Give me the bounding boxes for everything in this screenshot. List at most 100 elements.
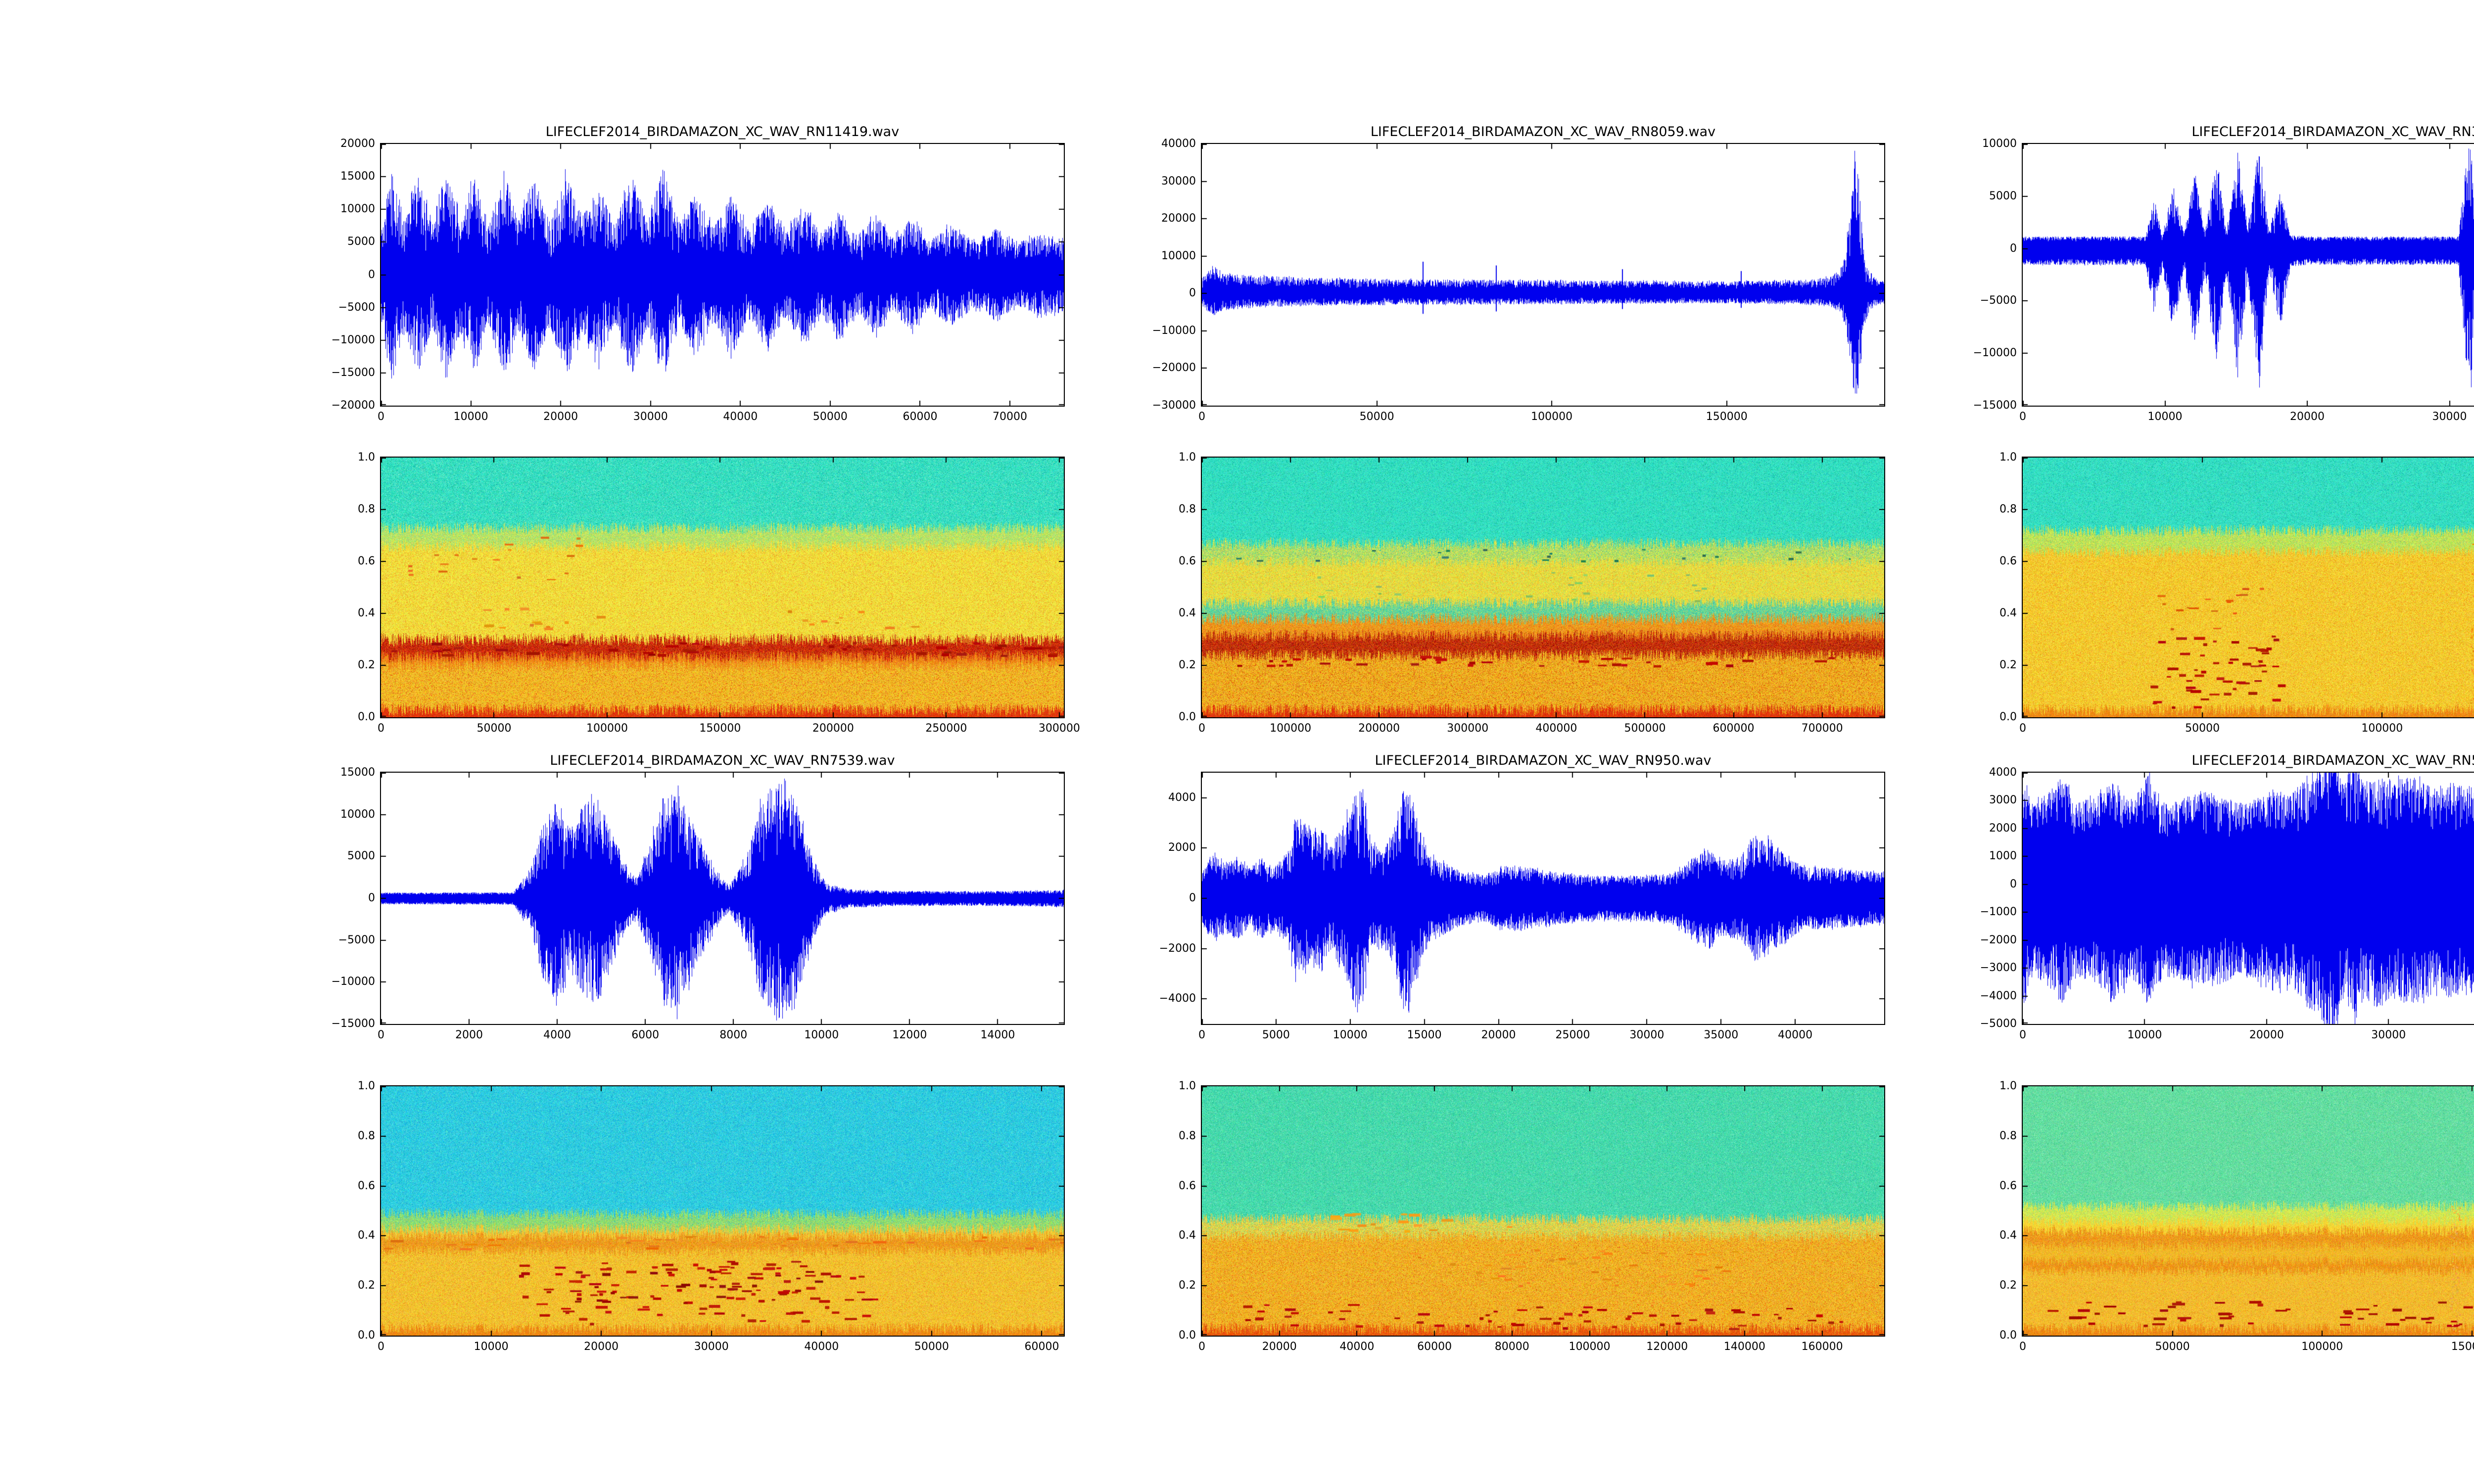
y-tick-label: 2000 [1168, 841, 1196, 854]
x-tick-label: 500000 [1624, 722, 1665, 735]
y-tick-label: 0.8 [1179, 503, 1196, 515]
y-tick-label: −5000 [338, 301, 375, 314]
x-tick-label: 6000 [631, 1029, 659, 1041]
waveform-canvas [1202, 773, 1884, 1024]
y-tick-label: 15000 [340, 170, 375, 183]
y-tick-label: 0 [1189, 892, 1196, 904]
x-tick-label: 15000 [1407, 1029, 1442, 1041]
y-tick-label: 15000 [340, 766, 375, 779]
x-tick-label: 8000 [719, 1029, 747, 1041]
y-tick-label: −10000 [1973, 347, 2017, 359]
y-tick-label: 0 [368, 892, 375, 904]
y-tick-label: 20000 [340, 138, 375, 150]
x-tick-label: 40000 [1339, 1341, 1374, 1353]
x-tick-label: 14000 [980, 1029, 1015, 1041]
x-tick-label: 2000 [455, 1029, 483, 1041]
x-tick-label: 20000 [584, 1341, 618, 1353]
x-tick-label: 60000 [903, 411, 937, 423]
plot-title: LIFECLEF2014_BIRDAMAZON_XC_WAV_RN950.wav [1375, 753, 1711, 768]
y-tick-label: −4000 [1980, 990, 2017, 1002]
y-tick-label: 0 [2010, 878, 2017, 890]
waveform-canvas [2023, 773, 2474, 1024]
x-tick-label: 40000 [723, 411, 758, 423]
x-tick-label: 40000 [1778, 1029, 1812, 1041]
y-tick-label: 0.0 [1999, 711, 2017, 723]
figure: LIFECLEF2014_BIRDAMAZON_XC_WAV_RN11419.w… [0, 0, 2474, 1484]
x-tick-label: 700000 [1802, 722, 1843, 735]
y-tick-label: 5000 [347, 235, 375, 248]
x-tick-label: 0 [378, 722, 384, 735]
y-tick-label: −1000 [1980, 906, 2017, 918]
x-tick-label: 80000 [1495, 1341, 1529, 1353]
y-tick-label: 5000 [1989, 190, 2017, 202]
x-tick-label: 50000 [2185, 722, 2220, 735]
y-tick-label: 0.2 [358, 1279, 375, 1292]
y-tick-label: −20000 [332, 399, 375, 412]
y-tick-label: −5000 [1980, 294, 2017, 307]
y-tick-label: −20000 [1152, 362, 1196, 374]
x-tick-label: 20000 [1481, 1029, 1516, 1041]
y-tick-label: −5000 [1980, 1018, 2017, 1030]
waveform-axes [380, 772, 1065, 1025]
y-tick-label: 2000 [1989, 822, 2017, 835]
x-tick-label: 4000 [543, 1029, 571, 1041]
waveform-axes [1201, 772, 1885, 1025]
x-tick-label: 0 [378, 1341, 384, 1353]
waveform-canvas [2023, 144, 2474, 406]
x-tick-label: 20000 [543, 411, 578, 423]
y-tick-label: 0.2 [1999, 1279, 2017, 1292]
x-tick-label: 50000 [476, 722, 511, 735]
y-tick-label: 1.0 [358, 451, 375, 464]
y-tick-label: 3000 [1989, 794, 2017, 806]
x-tick-label: 100000 [586, 722, 628, 735]
x-tick-label: 600000 [1713, 722, 1755, 735]
x-tick-label: 0 [2019, 1341, 2026, 1353]
spectrogram-canvas [2023, 458, 2474, 717]
y-tick-label: 0 [1189, 287, 1196, 299]
y-tick-label: 0.6 [1999, 1180, 2017, 1192]
x-tick-label: 50000 [2155, 1341, 2190, 1353]
waveform-axes [380, 143, 1065, 407]
x-tick-label: 300000 [1447, 722, 1488, 735]
y-tick-label: 0.4 [1999, 607, 2017, 619]
x-tick-label: 0 [378, 1029, 384, 1041]
x-tick-label: 10000 [2127, 1029, 2162, 1041]
x-tick-label: 60000 [1417, 1341, 1452, 1353]
y-tick-label: 10000 [340, 203, 375, 215]
x-tick-label: 20000 [2249, 1029, 2284, 1041]
y-tick-label: 0.4 [1179, 1229, 1196, 1242]
waveform-canvas [381, 773, 1064, 1024]
y-tick-label: 10000 [1982, 138, 2017, 150]
y-tick-label: 0.0 [358, 1329, 375, 1342]
y-tick-label: 0.2 [1999, 659, 2017, 671]
x-tick-label: 30000 [633, 411, 668, 423]
y-tick-label: 40000 [1161, 138, 1196, 150]
y-tick-label: 1.0 [358, 1080, 375, 1092]
plot-title: LIFECLEF2014_BIRDAMAZON_XC_WAV_RN11419.w… [546, 124, 899, 139]
y-tick-label: −5000 [338, 934, 375, 946]
y-tick-label: 0.6 [1179, 555, 1196, 567]
y-tick-label: 1000 [1989, 850, 2017, 862]
x-tick-label: 250000 [925, 722, 967, 735]
y-tick-label: 0.4 [1179, 607, 1196, 619]
y-tick-label: 1.0 [1179, 451, 1196, 464]
y-tick-label: −2000 [1159, 942, 1196, 955]
x-tick-label: 100000 [1531, 411, 1572, 423]
x-tick-label: 150000 [2451, 1341, 2474, 1353]
waveform-axes [2022, 772, 2474, 1025]
y-tick-label: 0.4 [358, 607, 375, 619]
y-tick-label: 1.0 [1179, 1080, 1196, 1092]
y-tick-label: 0.8 [358, 1130, 375, 1142]
y-tick-label: 0.0 [1179, 1329, 1196, 1342]
waveform-axes [1201, 143, 1885, 407]
x-tick-label: 30000 [2371, 1029, 2406, 1041]
x-tick-label: 0 [1198, 722, 1205, 735]
x-tick-label: 70000 [993, 411, 1027, 423]
x-tick-label: 30000 [1629, 1029, 1664, 1041]
y-tick-label: 0.4 [358, 1229, 375, 1242]
x-tick-label: 10000 [454, 411, 488, 423]
y-tick-label: 0 [2010, 242, 2017, 255]
y-tick-label: −10000 [332, 975, 375, 988]
spectrogram-axes [2022, 457, 2474, 718]
x-tick-label: 120000 [1646, 1341, 1688, 1353]
